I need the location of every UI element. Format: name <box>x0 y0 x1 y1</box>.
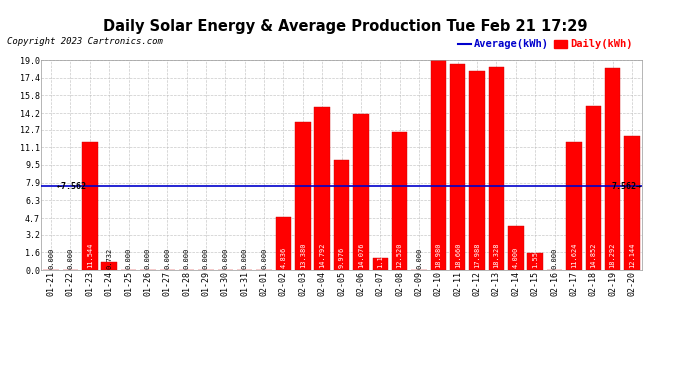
Text: 0.000: 0.000 <box>48 248 54 270</box>
Text: 18.292: 18.292 <box>610 243 615 268</box>
Bar <box>82 142 97 270</box>
Bar <box>605 68 620 270</box>
Text: 4.000: 4.000 <box>513 247 519 268</box>
Bar <box>101 262 117 270</box>
Bar <box>431 60 446 270</box>
Bar <box>586 106 601 270</box>
Text: 1.556: 1.556 <box>532 247 538 268</box>
Text: 18.660: 18.660 <box>455 243 461 268</box>
Text: 1.112: 1.112 <box>377 247 383 268</box>
Bar <box>295 122 310 270</box>
Bar <box>353 114 368 270</box>
Text: Daily Solar Energy & Average Production Tue Feb 21 17:29: Daily Solar Energy & Average Production … <box>103 19 587 34</box>
Text: 14.792: 14.792 <box>319 243 325 268</box>
Text: 0.732: 0.732 <box>106 248 112 270</box>
Text: 7.562→: 7.562→ <box>612 182 642 191</box>
Text: 12.144: 12.144 <box>629 243 635 268</box>
Text: ←7.562: ←7.562 <box>57 182 87 191</box>
Text: 4.836: 4.836 <box>280 247 286 268</box>
Bar <box>392 132 407 270</box>
Text: 18.328: 18.328 <box>493 243 500 268</box>
Bar <box>334 160 349 270</box>
Text: 0.000: 0.000 <box>145 248 151 270</box>
Text: 17.988: 17.988 <box>474 243 480 268</box>
Text: 0.000: 0.000 <box>416 248 422 270</box>
Text: 0.000: 0.000 <box>126 248 132 270</box>
Text: 0.000: 0.000 <box>551 248 558 270</box>
Bar <box>489 68 504 270</box>
Text: 0.000: 0.000 <box>261 248 267 270</box>
Bar <box>566 141 582 270</box>
Text: 0.000: 0.000 <box>68 248 73 270</box>
Bar <box>276 216 291 270</box>
Bar <box>373 258 388 270</box>
Text: 11.544: 11.544 <box>87 243 93 268</box>
Text: 14.852: 14.852 <box>590 243 596 268</box>
Text: 14.076: 14.076 <box>358 243 364 268</box>
Text: 0.000: 0.000 <box>203 248 209 270</box>
Text: 9.976: 9.976 <box>339 247 344 268</box>
Bar <box>450 64 466 270</box>
Legend: Average(kWh), Daily(kWh): Average(kWh), Daily(kWh) <box>454 35 636 54</box>
Bar <box>508 226 524 270</box>
Bar <box>527 253 543 270</box>
Text: 0.000: 0.000 <box>222 248 228 270</box>
Text: 0.000: 0.000 <box>164 248 170 270</box>
Bar <box>624 136 640 270</box>
Text: 0.000: 0.000 <box>241 248 248 270</box>
Bar <box>469 71 485 270</box>
Text: 13.380: 13.380 <box>300 243 306 268</box>
Text: 0.000: 0.000 <box>184 248 190 270</box>
Text: 18.980: 18.980 <box>435 243 442 268</box>
Text: Copyright 2023 Cartronics.com: Copyright 2023 Cartronics.com <box>7 38 163 46</box>
Text: 12.520: 12.520 <box>397 243 403 268</box>
Bar <box>315 106 330 270</box>
Text: 11.624: 11.624 <box>571 243 577 268</box>
